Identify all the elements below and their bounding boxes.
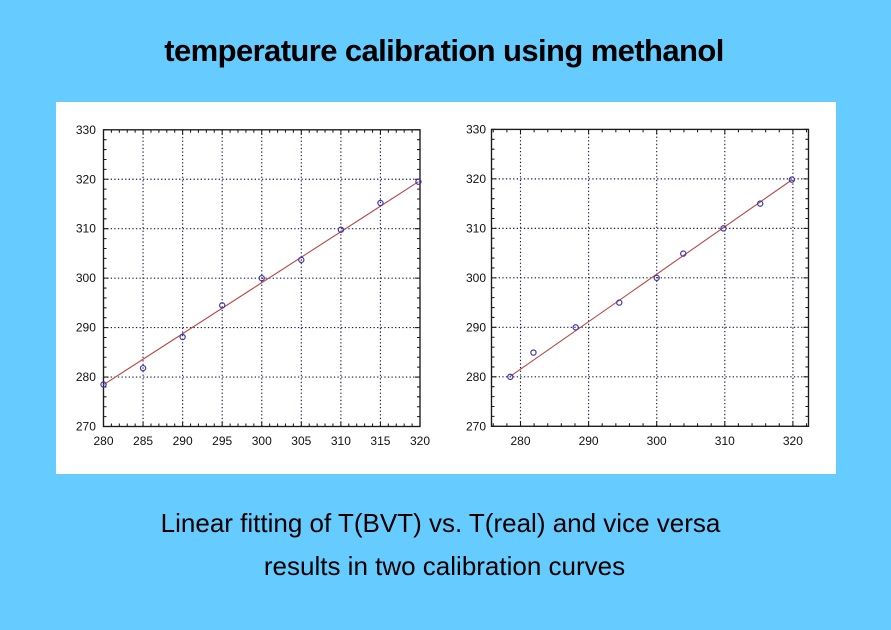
svg-text:330: 330	[76, 123, 96, 137]
svg-text:320: 320	[76, 172, 96, 186]
svg-text:310: 310	[715, 434, 735, 448]
svg-text:290: 290	[173, 434, 193, 448]
svg-text:305: 305	[291, 434, 311, 448]
svg-text:310: 310	[331, 434, 351, 448]
svg-text:320: 320	[783, 434, 803, 448]
svg-text:280: 280	[466, 370, 486, 384]
svg-text:300: 300	[647, 434, 667, 448]
svg-text:320: 320	[466, 172, 486, 186]
svg-text:330: 330	[466, 122, 486, 136]
svg-text:270: 270	[76, 420, 96, 434]
svg-text:295: 295	[212, 434, 232, 448]
svg-text:320: 320	[410, 434, 430, 448]
svg-text:310: 310	[76, 222, 96, 236]
svg-text:290: 290	[579, 434, 599, 448]
svg-text:280: 280	[510, 434, 530, 448]
svg-text:315: 315	[370, 434, 390, 448]
svg-text:290: 290	[466, 320, 486, 334]
svg-text:300: 300	[252, 434, 272, 448]
svg-text:290: 290	[76, 321, 96, 335]
svg-text:280: 280	[76, 370, 96, 384]
svg-text:280: 280	[93, 434, 113, 448]
svg-text:270: 270	[466, 419, 486, 433]
svg-text:285: 285	[133, 434, 153, 448]
svg-text:300: 300	[466, 271, 486, 285]
svg-text:310: 310	[466, 221, 486, 235]
svg-text:300: 300	[76, 271, 96, 285]
